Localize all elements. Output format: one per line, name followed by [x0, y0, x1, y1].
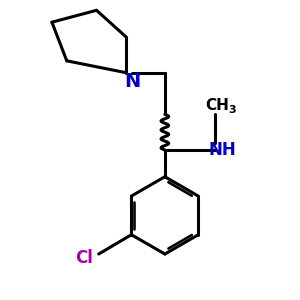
Text: CH: CH — [205, 98, 229, 113]
Text: Cl: Cl — [75, 250, 93, 268]
Text: NH: NH — [209, 141, 237, 159]
Text: N: N — [124, 72, 140, 91]
Text: 3: 3 — [228, 105, 236, 115]
